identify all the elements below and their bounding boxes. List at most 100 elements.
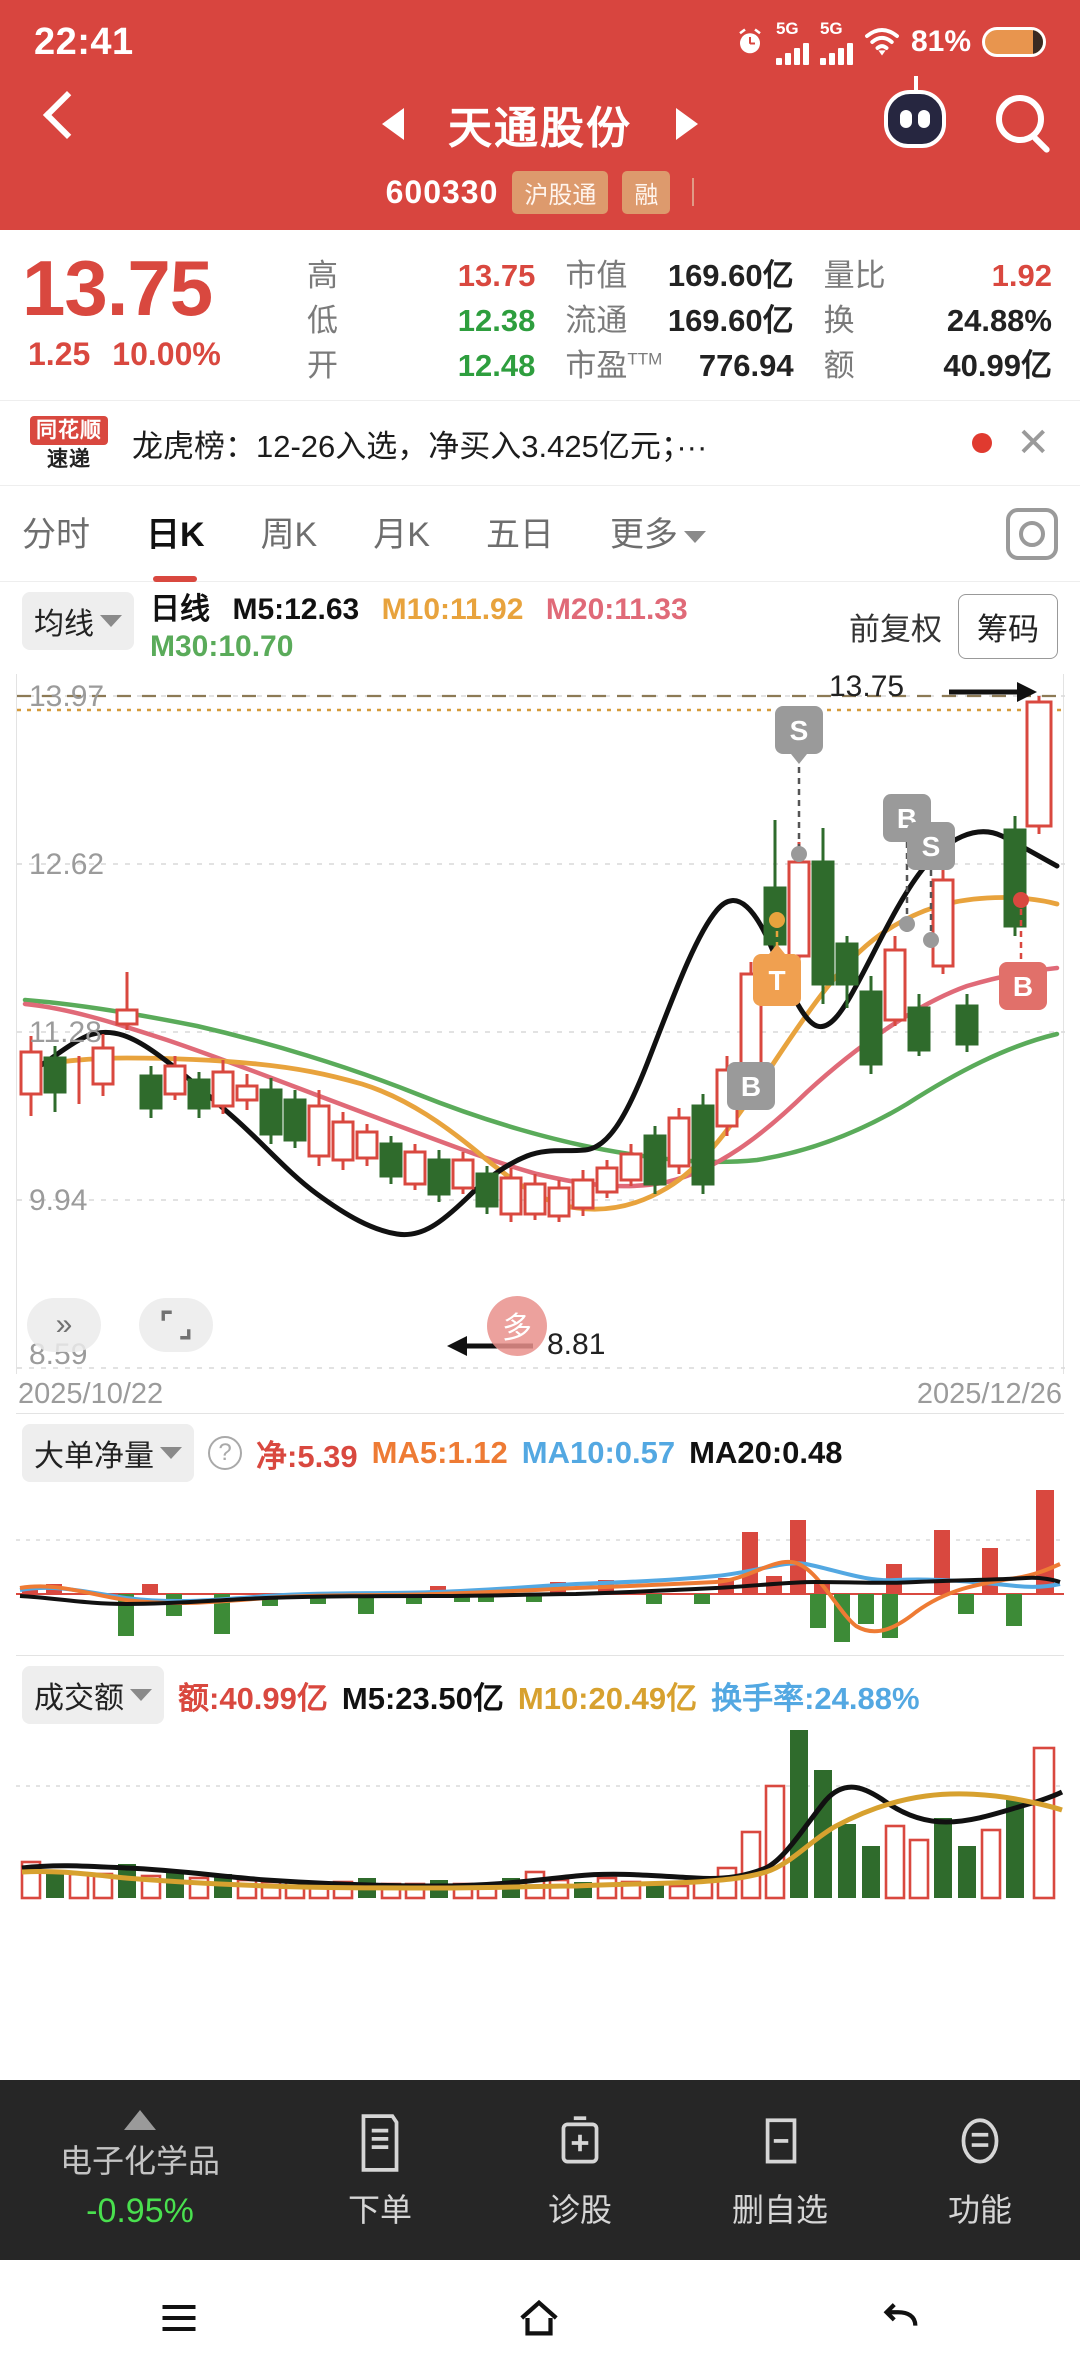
net-flow-ma10: MA10:0.57	[521, 1435, 676, 1470]
alarm-icon	[739, 28, 761, 54]
signal-5g-icon-1: 5G	[775, 20, 809, 65]
tab-weekly-k[interactable]: 周K	[260, 516, 318, 554]
chart-date-range: 2025/10/22 2025/12/26	[0, 1374, 1080, 1413]
chevron-down-icon	[100, 615, 122, 627]
label-high: 高	[307, 258, 338, 293]
tab-fenshi[interactable]: 分时	[22, 516, 90, 554]
ai-assistant-icon[interactable]	[884, 76, 946, 148]
back-icon[interactable]	[877, 2295, 923, 2341]
trade-marker-take-profit: T	[753, 912, 801, 1006]
diagnose-button[interactable]: 诊股	[480, 2109, 680, 2231]
value-volume-ratio: 1.92	[991, 258, 1052, 293]
volume-ma10: M10:20.49亿	[517, 1680, 698, 1716]
tab-more[interactable]: 更多	[610, 507, 706, 560]
volume-turnover-rate: 换手率:24.88%	[711, 1680, 920, 1716]
change-percent: 10.00%	[112, 336, 221, 373]
value-high: 13.75	[457, 258, 536, 293]
net-flow-chart	[16, 1490, 1064, 1642]
question-icon[interactable]: ?	[208, 1436, 242, 1470]
fullscreen-icon[interactable]	[139, 1298, 213, 1352]
net-flow-ma5: MA5:1.12	[371, 1435, 508, 1470]
volume-amount: 额:40.99亿	[178, 1680, 328, 1716]
back-button[interactable]	[42, 90, 92, 140]
label-amount: 额	[823, 348, 855, 383]
bottom-action-bar: 电子化学品 -0.95% 下单 诊股 删自选 功能	[0, 2080, 1080, 2260]
quote-panel: 13.75 1.25 10.00% 高 13.75 低 12.38 开 12.4…	[0, 230, 1080, 400]
svg-text:S: S	[790, 715, 809, 746]
remove-watchlist-button[interactable]: 删自选	[680, 2109, 880, 2231]
label-market-cap: 市值	[565, 258, 628, 293]
status-time: 22:41	[34, 20, 134, 63]
trade-marker-buy-1: B	[727, 1062, 775, 1110]
ma-period-label: 日线	[150, 593, 210, 626]
prev-stock-button[interactable]	[382, 108, 404, 140]
chevron-down-icon	[130, 1689, 152, 1701]
android-nav-bar	[0, 2260, 1080, 2376]
ma20-value: M20:11.33	[545, 593, 688, 626]
quote-column-hlo: 高 13.75 低 12.38 开 12.48	[307, 244, 536, 383]
close-icon[interactable]: ✕	[1016, 421, 1050, 465]
function-button[interactable]: 功能	[880, 2109, 1080, 2231]
function-icon	[880, 2109, 1080, 2177]
tab-five-day[interactable]: 五日	[485, 516, 554, 554]
value-market-cap: 169.60亿	[667, 258, 794, 293]
value-open: 12.48	[457, 348, 536, 383]
chart-settings-icon[interactable]	[1006, 507, 1058, 560]
y-tick-3: 11.28	[29, 1016, 102, 1049]
home-icon[interactable]	[516, 2295, 562, 2341]
value-float-cap: 169.60亿	[667, 303, 794, 338]
order-button[interactable]: 下单	[280, 2109, 480, 2231]
label-turnover-rate: 换	[823, 303, 855, 338]
ma-selector[interactable]: 均线	[22, 592, 134, 650]
chevron-down-icon	[160, 1447, 182, 1459]
news-banner[interactable]: 同花顺 速递 龙虎榜：12-26入选，净买入3.425亿元；··· ✕	[0, 400, 1080, 486]
sector-name: 电子化学品	[59, 2142, 220, 2179]
news-banner-text[interactable]: 龙虎榜：12-26入选，净买入3.425亿元；···	[132, 428, 708, 464]
candlestick-chart[interactable]: S B T B	[16, 670, 1065, 1374]
chart-tab-bar: 分时 日K 周K 月K 五日 更多	[0, 486, 1080, 582]
trade-marker-buy-3: B	[999, 892, 1047, 1010]
svg-text:多: 多	[502, 1312, 532, 1345]
ma5-value: M5:12.63	[232, 593, 360, 626]
volume-chart	[16, 1730, 1064, 1900]
tab-monthly-k[interactable]: 月K	[373, 516, 430, 554]
signal-5g-icon-2: 5G	[819, 20, 853, 65]
price-block: 13.75 1.25 10.00%	[22, 244, 307, 373]
label-volume-ratio: 量比	[823, 258, 886, 293]
battery-percent: 81%	[910, 25, 971, 58]
low-price-label: 8.81	[547, 1328, 606, 1361]
sector-indicator[interactable]: 电子化学品 -0.95%	[0, 2109, 280, 2231]
next-stock-button[interactable]	[676, 108, 698, 140]
trade-marker-sell-2: S	[907, 822, 955, 948]
chart-canvas: S B T B	[17, 682, 1065, 1369]
svg-text:B: B	[741, 1071, 761, 1102]
chip-distribution-button[interactable]: 筹码	[958, 594, 1058, 659]
net-flow-selector[interactable]: 大单净量	[22, 1424, 194, 1482]
order-doc-icon	[280, 2109, 480, 2177]
stock-name: 天通股份	[448, 104, 632, 153]
quote-column-cap: 市值 169.60亿 流通 169.60亿 市盈TTM 776.94	[535, 244, 794, 383]
chevron-down-icon	[683, 531, 706, 544]
expand-chevrons-icon[interactable]: »	[27, 1298, 101, 1352]
diagnose-icon	[480, 2109, 680, 2177]
live-dot-icon	[972, 433, 993, 453]
last-price: 13.75	[22, 244, 213, 332]
wifi-icon	[865, 28, 899, 56]
volume-selector[interactable]: 成交额	[22, 1666, 164, 1724]
adjust-mode-label[interactable]: 前复权	[849, 612, 942, 647]
svg-text:T: T	[768, 965, 785, 996]
y-tick-2: 12.62	[29, 848, 105, 881]
y-tick-4: 9.94	[29, 1184, 88, 1217]
tab-daily-k[interactable]: 日K	[146, 507, 205, 560]
recent-apps-icon[interactable]	[157, 2296, 201, 2340]
search-icon[interactable]	[996, 95, 1044, 143]
remove-watchlist-icon	[680, 2109, 880, 2177]
high-price-label: 13.75	[829, 670, 905, 703]
net-flow-panel[interactable]: 大单净量 ? 净:5.39 MA5:1.12 MA10:0.57 MA20:0.…	[16, 1413, 1064, 1655]
value-amount: 40.99亿	[943, 348, 1052, 383]
label-float-cap: 流通	[565, 303, 628, 338]
value-low: 12.38	[457, 303, 536, 338]
volume-panel[interactable]: 成交额 额:40.99亿 M5:23.50亿 M10:20.49亿 换手率:24…	[16, 1655, 1064, 1905]
trade-marker-sell: S	[775, 706, 823, 862]
status-bar: 22:41 5G 5G 81%	[0, 0, 1080, 84]
